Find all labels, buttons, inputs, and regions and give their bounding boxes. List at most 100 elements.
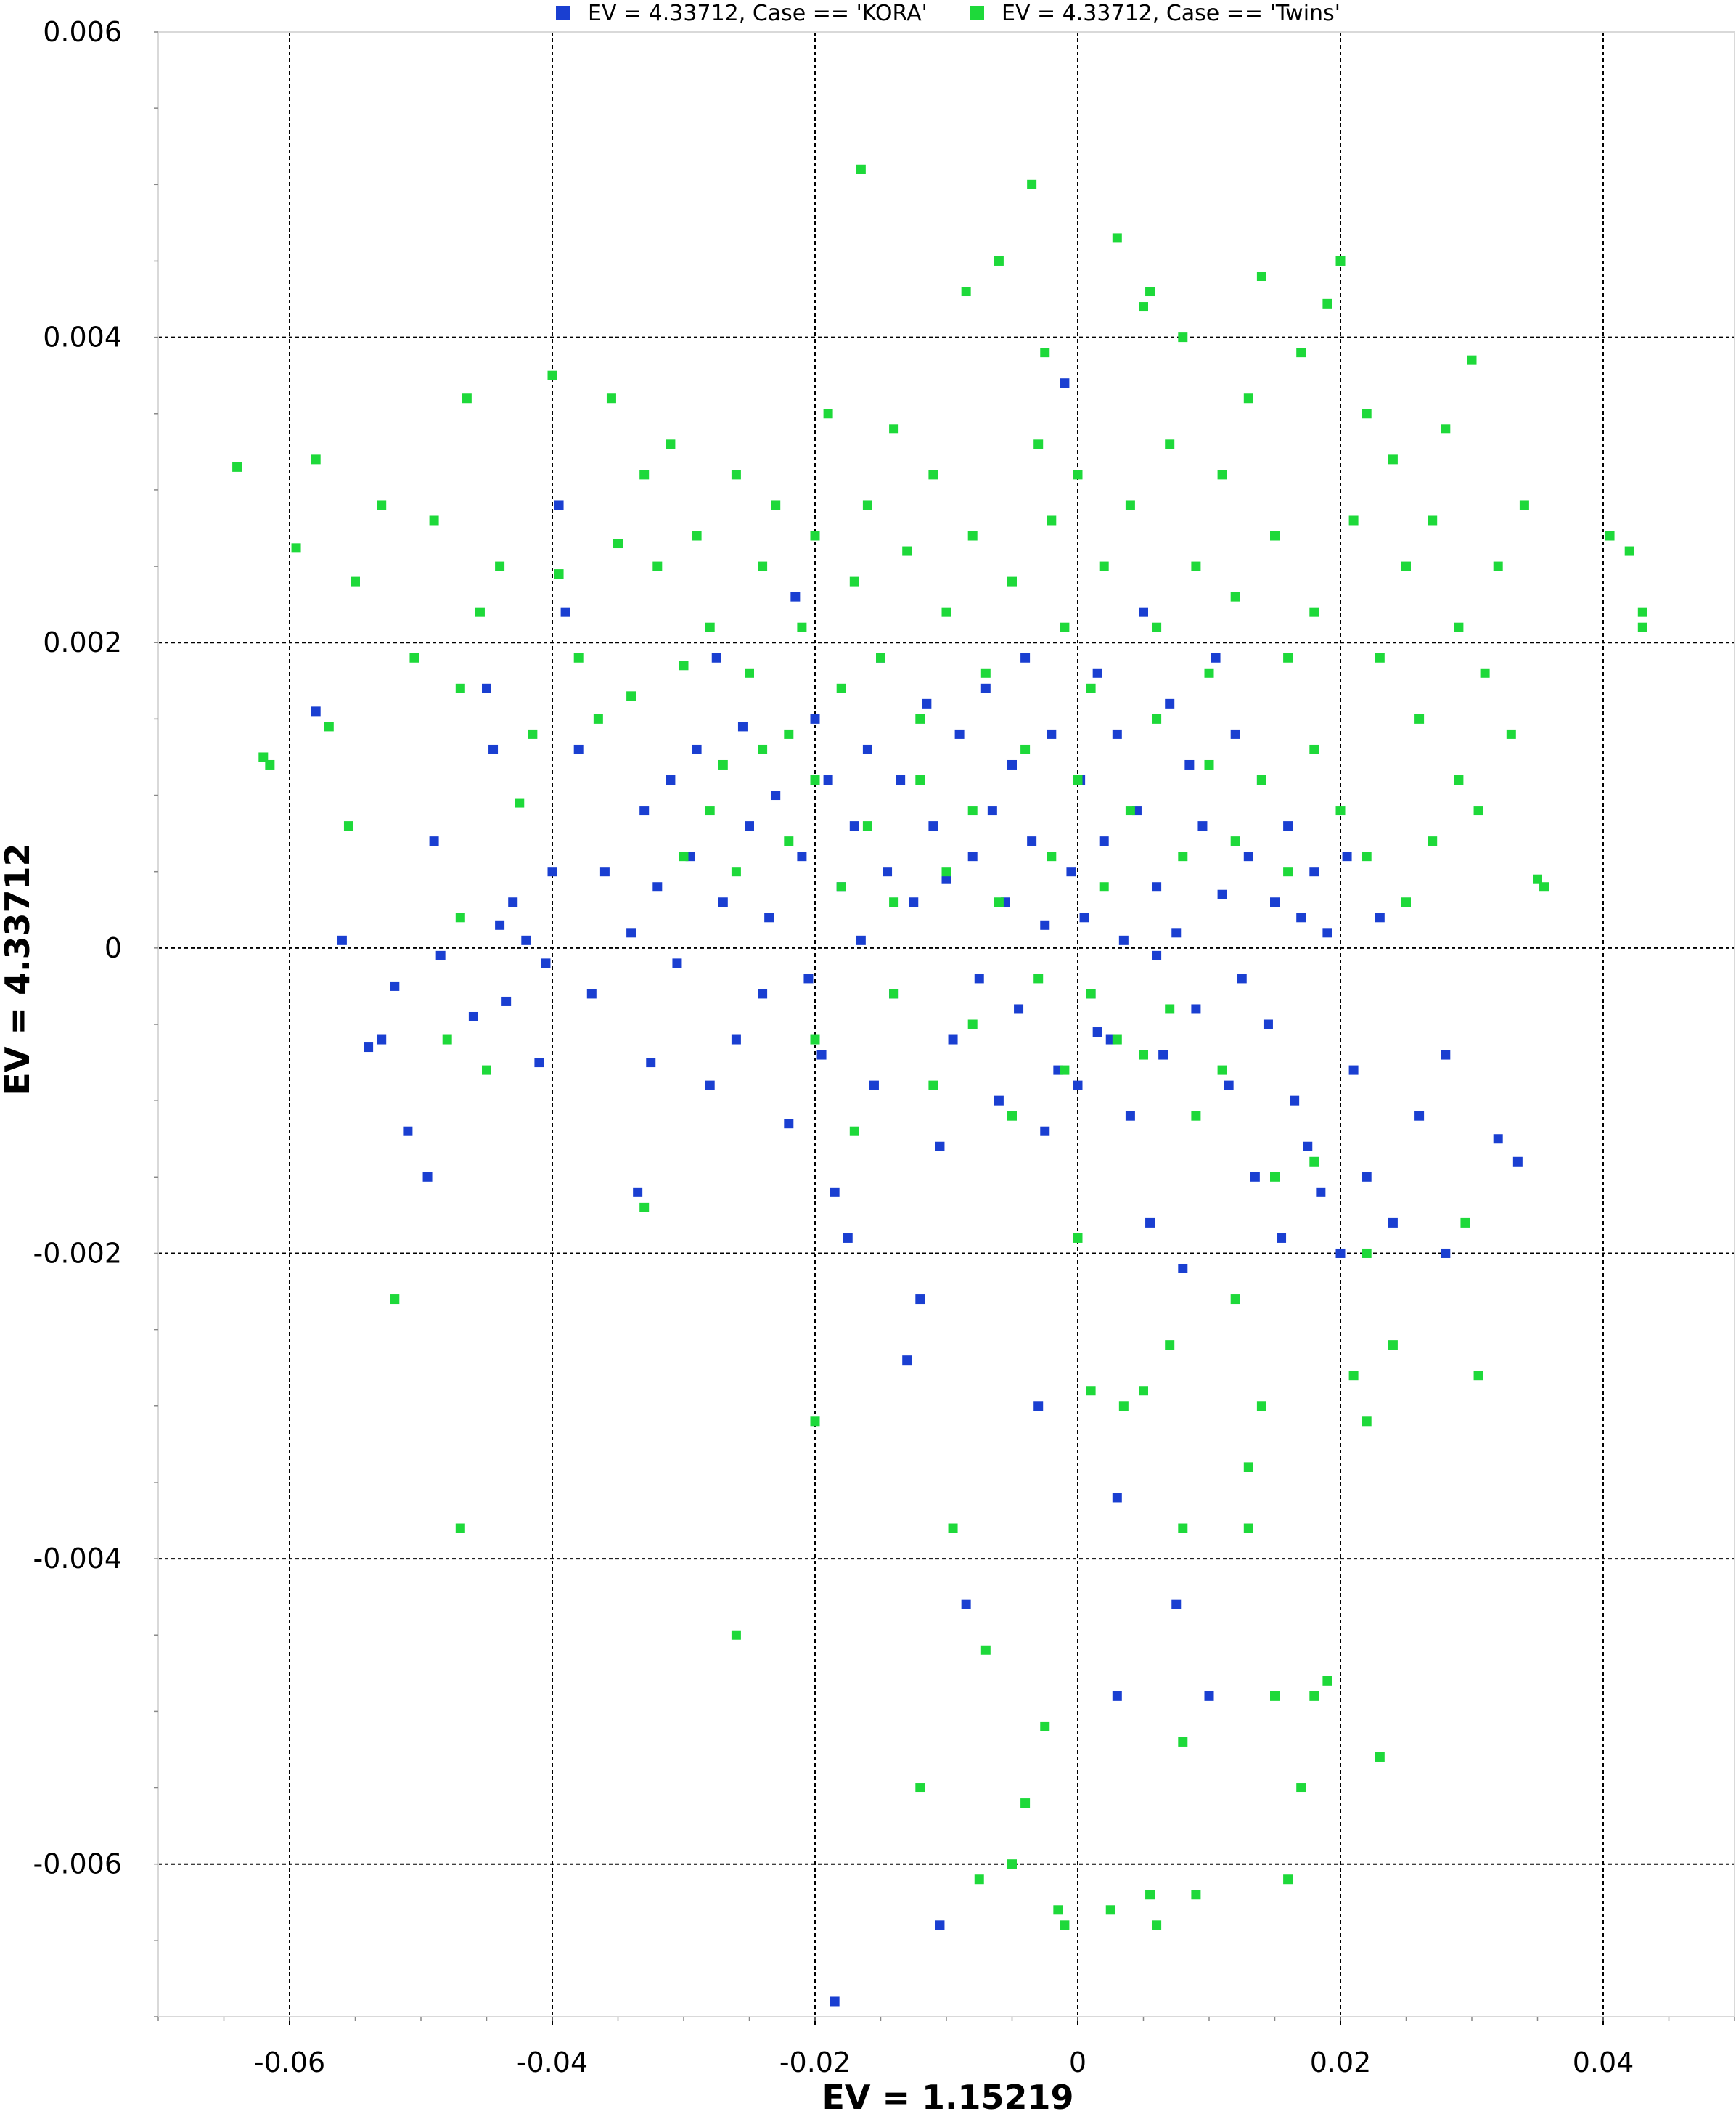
data-point <box>1480 668 1490 678</box>
data-point <box>1086 1386 1096 1396</box>
data-point <box>390 981 400 991</box>
data-point <box>1309 1691 1319 1701</box>
y-tick-label: 0.004 <box>43 322 122 354</box>
data-point <box>915 714 925 724</box>
data-point <box>1092 668 1102 678</box>
data-point <box>409 653 419 663</box>
data-point <box>1125 1111 1135 1121</box>
data-point <box>1362 1172 1372 1182</box>
gridlines <box>158 31 1735 2017</box>
data-point <box>1362 1248 1372 1258</box>
data-point <box>652 561 663 571</box>
data-point <box>639 1202 650 1212</box>
data-point <box>1441 1248 1451 1258</box>
data-point <box>1217 889 1227 899</box>
data-point <box>1605 531 1615 541</box>
data-point <box>639 806 650 816</box>
data-point <box>1428 836 1438 846</box>
data-point <box>377 1034 387 1045</box>
data-point <box>1047 729 1057 739</box>
data-point <box>836 882 846 892</box>
data-point <box>1217 1065 1227 1075</box>
data-point <box>889 424 899 434</box>
points-layer <box>232 164 1647 2007</box>
data-point <box>1060 1920 1070 1930</box>
y-axis: 0.006 0.004 0.002 0 -0.002 -0.004 -0.006 <box>33 16 158 2017</box>
data-point <box>442 1034 452 1045</box>
data-point <box>364 1042 374 1053</box>
data-point <box>1139 607 1148 617</box>
data-point <box>1158 1050 1168 1060</box>
data-point <box>954 729 965 739</box>
data-point <box>1414 714 1425 724</box>
data-point <box>1388 454 1398 465</box>
data-point <box>1145 287 1155 297</box>
data-point <box>1047 852 1057 862</box>
data-point <box>1191 1111 1201 1121</box>
data-point <box>810 1034 820 1045</box>
data-point <box>1467 355 1477 365</box>
data-point <box>482 1065 491 1075</box>
data-point <box>928 1080 938 1090</box>
data-point <box>528 729 538 739</box>
data-point <box>902 546 912 556</box>
data-point <box>554 500 564 510</box>
data-point <box>771 791 781 801</box>
data-point <box>915 775 925 785</box>
data-point <box>1060 378 1070 388</box>
data-point <box>666 439 676 449</box>
data-point <box>1243 852 1253 862</box>
data-point <box>823 775 833 785</box>
data-point <box>666 775 676 785</box>
x-tick-label: 0 <box>1069 2046 1086 2078</box>
data-point <box>902 1355 912 1366</box>
data-point <box>1184 759 1195 770</box>
data-point <box>705 622 715 632</box>
data-point <box>1033 439 1044 449</box>
data-point <box>941 607 951 617</box>
data-point <box>1211 653 1221 663</box>
data-point <box>967 852 978 862</box>
data-point <box>987 806 997 816</box>
data-point <box>705 1080 715 1090</box>
x-tick-label: -0.02 <box>779 2046 851 2078</box>
y-tick-label: -0.004 <box>33 1543 123 1575</box>
data-point <box>797 622 807 632</box>
data-point <box>1224 1080 1234 1090</box>
data-point <box>1296 1783 1306 1793</box>
data-point <box>1152 622 1162 632</box>
data-point <box>1270 531 1280 541</box>
data-point <box>1007 1111 1017 1121</box>
data-point <box>849 821 859 831</box>
data-point <box>1171 1599 1182 1609</box>
data-point <box>1040 920 1050 930</box>
data-point <box>1362 409 1372 419</box>
data-point <box>1152 714 1162 724</box>
data-point <box>823 409 833 419</box>
data-point <box>1256 1401 1266 1411</box>
data-point <box>1309 867 1319 877</box>
data-point <box>613 539 623 549</box>
data-point <box>1322 928 1332 938</box>
data-point <box>1033 1401 1044 1411</box>
data-point <box>1533 874 1542 884</box>
data-point <box>258 752 269 762</box>
data-point <box>1506 729 1516 739</box>
data-point <box>928 821 938 831</box>
data-point <box>606 393 616 404</box>
data-point <box>1296 913 1306 923</box>
data-point <box>521 935 531 945</box>
data-point <box>1152 1920 1162 1930</box>
data-point <box>994 256 1004 266</box>
data-point <box>377 500 387 510</box>
data-point <box>790 592 801 602</box>
data-point <box>1401 897 1411 907</box>
data-point <box>849 576 859 587</box>
data-point <box>862 821 872 831</box>
data-point <box>1191 1890 1201 1900</box>
data-point <box>967 806 978 816</box>
data-point <box>1092 1027 1102 1037</box>
data-point <box>915 1783 925 1793</box>
data-point <box>573 744 584 754</box>
data-point <box>639 470 650 480</box>
